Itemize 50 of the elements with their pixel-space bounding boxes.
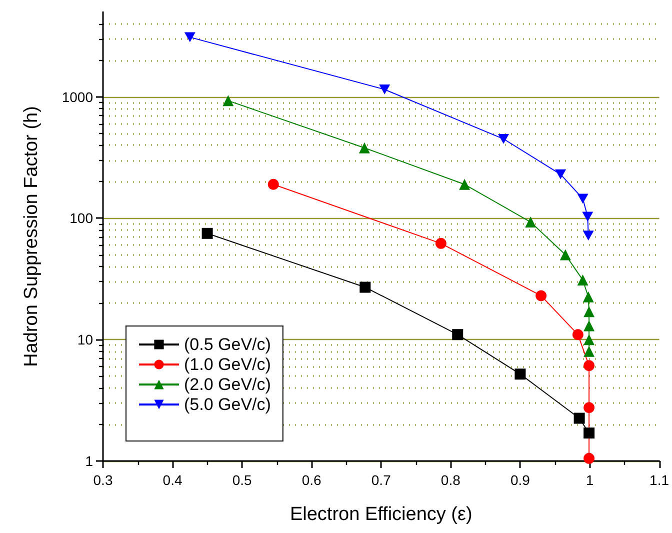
x-tick-label: 0.8: [440, 472, 461, 488]
point: [184, 32, 196, 42]
point: [435, 238, 446, 249]
point: [379, 84, 390, 94]
x-tick-label: 0.9: [510, 472, 530, 488]
y-tick-label: 10: [77, 332, 94, 348]
point: [572, 329, 584, 340]
point: [584, 452, 595, 464]
y-tick-label: 100: [70, 210, 94, 226]
point: [582, 212, 594, 222]
point: [536, 290, 547, 302]
y-tick-label: 1000: [62, 88, 94, 105]
point: [584, 346, 595, 357]
point: [514, 368, 526, 380]
y-tick-label: 1: [85, 453, 94, 469]
point: [560, 249, 571, 260]
point: [584, 320, 595, 332]
point: [574, 412, 585, 424]
point: [584, 306, 595, 318]
x-axis-title: Electron Efficiency (ε): [290, 504, 472, 525]
point: [525, 216, 536, 228]
point: [582, 230, 594, 240]
legend-label: (0.5 GeV/c): [184, 335, 271, 354]
point: [584, 360, 595, 372]
x-tick-label: 0.7: [371, 472, 392, 488]
point: [582, 291, 594, 302]
point: [498, 134, 510, 144]
point: [459, 178, 470, 190]
x-tick-label: 0.4: [162, 472, 182, 488]
point: [452, 329, 464, 340]
point: [584, 334, 595, 346]
point: [268, 178, 279, 190]
legend-label: (2.0 GeV/c): [184, 375, 271, 394]
point: [222, 95, 234, 106]
point: [358, 142, 370, 154]
x-tick-label: 1: [586, 472, 594, 488]
point: [584, 402, 595, 414]
x-tick-label: 0.3: [93, 472, 113, 488]
x-tick-label: 1.1: [650, 472, 670, 488]
x-tick-label: 0.5: [232, 472, 252, 488]
legend-label: (1.0 GeV/c): [184, 355, 271, 374]
point: [584, 428, 595, 439]
y-axis-title: Hadron Suppression Factor (h): [21, 106, 42, 367]
x-tick-label: 0.6: [302, 472, 322, 488]
point: [577, 194, 588, 204]
point: [555, 169, 566, 180]
legend-label: (5.0 GeV/c): [184, 395, 271, 414]
point: [202, 228, 213, 239]
point: [577, 274, 588, 286]
point: [360, 282, 371, 293]
